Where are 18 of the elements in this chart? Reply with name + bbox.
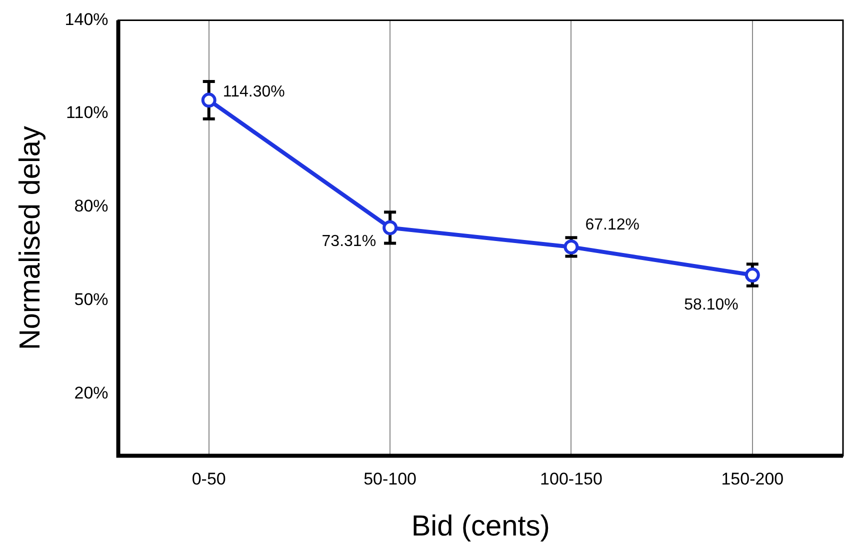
x-tick-label: 50-100 — [364, 470, 417, 489]
y-tick-label: 110% — [66, 103, 108, 122]
x-axis-title: Bid (cents) — [411, 510, 550, 543]
point — [382, 220, 398, 236]
y-tick-label: 80% — [74, 196, 108, 216]
point — [201, 92, 216, 108]
y-tick-label: 20% — [74, 383, 108, 402]
data-label: 67.12% — [585, 216, 640, 234]
x-tick-label: 0-50 — [192, 470, 226, 489]
data-label: 114.30% — [222, 84, 285, 101]
y-axis-title: Normalised delay — [14, 125, 46, 350]
data-label: 58.10% — [684, 296, 738, 314]
x-tick-label: 150-200 — [721, 470, 784, 489]
data-label: 73.31% — [322, 233, 376, 250]
y-tick-label: 140% — [64, 10, 108, 29]
point — [744, 268, 760, 283]
x-tick-label: 100-150 — [540, 470, 602, 489]
y-tick-label: 50% — [74, 290, 108, 309]
